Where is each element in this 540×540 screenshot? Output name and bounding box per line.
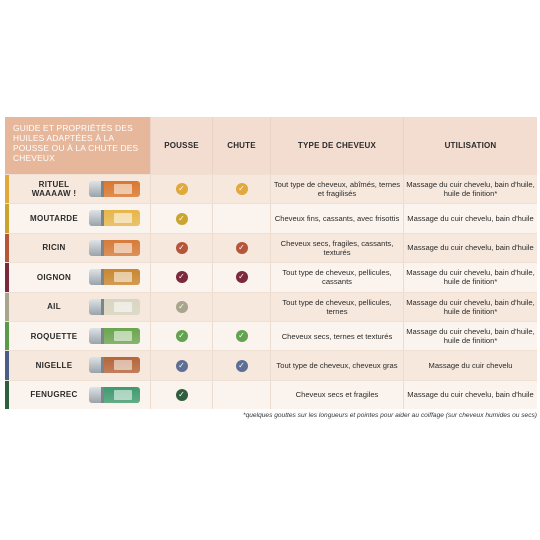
- hair-type-cell: Tout type de cheveux, abîmés, ternes et …: [270, 175, 403, 204]
- hair-type-cell: Cheveux secs et fragiles: [270, 380, 403, 410]
- usage-cell: Massage du cuir chevelu, bain d'huile, h…: [403, 263, 537, 292]
- color-band: [5, 204, 9, 233]
- oil-bottle-image: [89, 239, 140, 256]
- color-band: [5, 380, 9, 410]
- pousse-cell: ✓: [150, 175, 212, 204]
- pousse-cell: ✓: [150, 263, 212, 292]
- usage-cell: Massage du cuir chevelu, bain d'huile, h…: [403, 175, 537, 204]
- column-header-type: TYPE DE CHEVEUX: [270, 117, 403, 174]
- check-circle-icon: ✓: [235, 271, 248, 284]
- check-circle-icon: ✓: [175, 359, 188, 372]
- chute-cell: [212, 204, 270, 233]
- usage-cell: Massage du cuir chevelu, bain d'huile: [403, 380, 537, 410]
- hair-type-cell: Cheveux fins, cassants, avec frisottis: [270, 204, 403, 233]
- guide-title: GUIDE ET PROPRIÉTÉS DES HUILES ADAPTÉES …: [5, 117, 150, 174]
- oil-name: ROQUETTE: [30, 331, 78, 341]
- chute-cell: ✓: [212, 321, 270, 351]
- chute-cell: ✓: [212, 263, 270, 292]
- pousse-cell: ✓: [150, 292, 212, 321]
- check-circle-icon: ✓: [175, 330, 188, 343]
- oil-name: OIGNON: [36, 272, 72, 282]
- footnote: *quelques gouttes sur les longueurs et p…: [243, 412, 537, 419]
- chute-cell: [212, 292, 270, 321]
- oil-bottle-image: [89, 269, 140, 286]
- color-band: [5, 263, 9, 292]
- color-band: [5, 233, 9, 263]
- table-row: RICIN ✓ ✓ Cheveux secs, fragiles, cassants,…: [5, 232, 537, 263]
- oil-name-cell: AIL: [5, 292, 150, 321]
- hair-type-cell: Tout type de cheveux, pellicules, ternes: [270, 292, 403, 321]
- usage-cell: Massage du cuir chevelu, bain d'huile: [403, 233, 537, 263]
- color-band: [5, 321, 9, 351]
- check-circle-icon: ✓: [235, 359, 248, 372]
- color-band: [5, 351, 9, 380]
- usage-cell: Massage du cuir chevelu: [403, 351, 537, 380]
- check-circle-icon: ✓: [175, 388, 188, 401]
- color-band: [5, 175, 9, 204]
- check-circle-icon: ✓: [235, 241, 248, 254]
- pousse-cell: ✓: [150, 321, 212, 351]
- usage-cell: Massage du cuir chevelu, bain d'huile, h…: [403, 292, 537, 321]
- hair-type-cell: Tout type de cheveux, pellicules, cassan…: [270, 263, 403, 292]
- oil-name-cell: ROQUETTE: [5, 321, 150, 351]
- oil-name-cell: NIGELLE: [5, 351, 150, 380]
- chute-cell: [212, 380, 270, 410]
- table-row: FENUGREC ✓ Cheveux secs et fragiles Massage…: [5, 379, 537, 410]
- table-row: NIGELLE ✓ ✓ Tout type de cheveux, cheveux g…: [5, 350, 537, 380]
- pousse-cell: ✓: [150, 204, 212, 233]
- pousse-cell: ✓: [150, 351, 212, 380]
- hair-type-cell: Cheveux secs, fragiles, cassants, textur…: [270, 233, 403, 263]
- chute-cell: ✓: [212, 233, 270, 263]
- usage-cell: Massage du cuir chevelu, bain d'huile, h…: [403, 321, 537, 351]
- oil-name: NIGELLE: [35, 361, 73, 371]
- pousse-cell: ✓: [150, 233, 212, 263]
- check-circle-icon: ✓: [175, 300, 188, 313]
- pousse-cell: ✓: [150, 380, 212, 410]
- oil-bottle-image: [89, 327, 140, 344]
- column-header-chute: CHUTE: [212, 117, 270, 174]
- column-header-utilisation: UTILISATION: [403, 117, 537, 174]
- table-body: RITUEL WAAAAW ! ✓ ✓ Tout type de cheveux, a…: [5, 174, 537, 410]
- oil-name-cell: FENUGREC: [5, 380, 150, 410]
- check-circle-icon: ✓: [175, 271, 188, 284]
- chute-cell: ✓: [212, 175, 270, 204]
- usage-cell: Massage du cuir chevelu, bain d'huile: [403, 204, 537, 233]
- oil-name: MOUTARDE: [29, 214, 79, 224]
- column-header-pousse: POUSSE: [150, 117, 212, 174]
- oil-guide-table: GUIDE ET PROPRIÉTÉS DES HUILES ADAPTÉES …: [5, 117, 537, 410]
- oil-name: FENUGREC: [30, 390, 78, 400]
- hair-type-cell: Tout type de cheveux, cheveux gras: [270, 351, 403, 380]
- chute-cell: ✓: [212, 351, 270, 380]
- oil-name: RICIN: [42, 243, 66, 253]
- table-row: ROQUETTE ✓ ✓ Cheveux secs, ternes et textur…: [5, 320, 537, 351]
- oil-bottle-image: [89, 386, 140, 403]
- table-row: RITUEL WAAAAW ! ✓ ✓ Tout type de cheveux, a…: [5, 174, 537, 204]
- check-circle-icon: ✓: [175, 212, 188, 225]
- oil-name-cell: OIGNON: [5, 263, 150, 292]
- check-circle-icon: ✓: [235, 330, 248, 343]
- hair-type-cell: Cheveux secs, ternes et texturés: [270, 321, 403, 351]
- table-row: OIGNON ✓ ✓ Tout type de cheveux, pellicules…: [5, 262, 537, 292]
- oil-bottle-image: [89, 181, 140, 197]
- oil-name-cell: RICIN: [5, 233, 150, 263]
- oil-name-cell: RITUEL WAAAAW !: [5, 175, 150, 204]
- oil-bottle-image: [89, 298, 140, 315]
- table-row: AIL ✓ Tout type de cheveux, pellicules, te…: [5, 291, 537, 321]
- oil-name: RITUEL WAAAAW !: [31, 180, 77, 199]
- table-header: GUIDE ET PROPRIÉTÉS DES HUILES ADAPTÉES …: [5, 117, 537, 174]
- oil-name-cell: MOUTARDE: [5, 204, 150, 233]
- check-circle-icon: ✓: [175, 241, 188, 254]
- table-row: MOUTARDE ✓ Cheveux fins, cassants, avec fr…: [5, 203, 537, 233]
- oil-name: AIL: [47, 302, 61, 312]
- check-circle-icon: ✓: [235, 183, 248, 196]
- oil-bottle-image: [89, 357, 140, 374]
- check-circle-icon: ✓: [175, 183, 188, 196]
- color-band: [5, 292, 9, 321]
- oil-bottle-image: [89, 210, 140, 227]
